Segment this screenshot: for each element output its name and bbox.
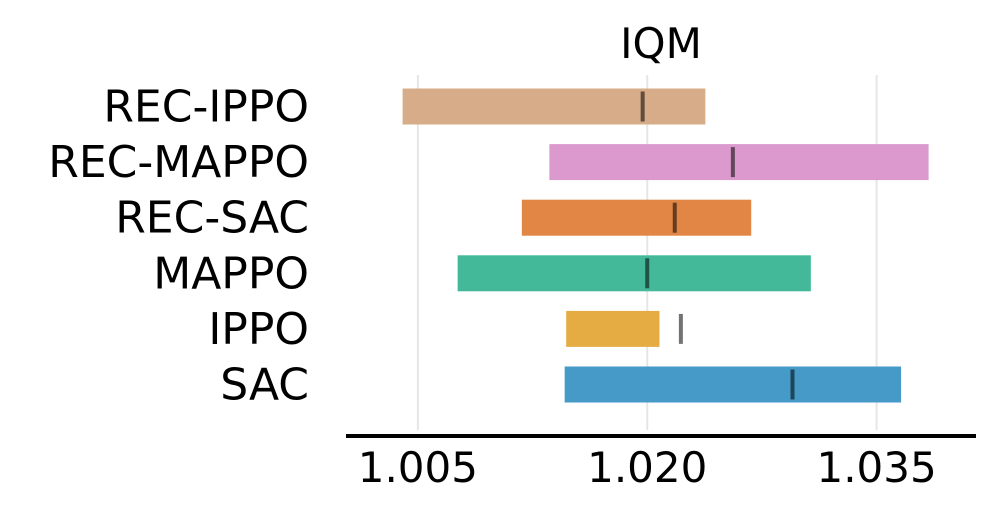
interval-bar <box>457 255 811 292</box>
category-label: REC-IPPO <box>103 82 309 133</box>
interval-bar <box>549 144 929 181</box>
category-label: SAC <box>220 360 309 411</box>
x-tick-label: 1.005 <box>358 443 478 492</box>
category-label: IPPO <box>208 304 309 355</box>
x-tick-label: 1.020 <box>587 443 707 492</box>
interval-bar <box>564 366 902 403</box>
x-tick-labels: 1.005 1.020 1.035 <box>358 443 937 492</box>
interval-bar <box>566 310 660 347</box>
category-label: REC-MAPPO <box>48 137 309 188</box>
interval-bar <box>402 88 706 125</box>
interval-bar <box>521 199 752 236</box>
x-tick-label: 1.035 <box>816 443 936 492</box>
median-markers <box>640 91 795 400</box>
category-label: REC-SAC <box>115 193 309 244</box>
chart-title: IQM <box>620 19 702 68</box>
interval-bars <box>402 88 929 403</box>
category-label: MAPPO <box>153 248 309 299</box>
